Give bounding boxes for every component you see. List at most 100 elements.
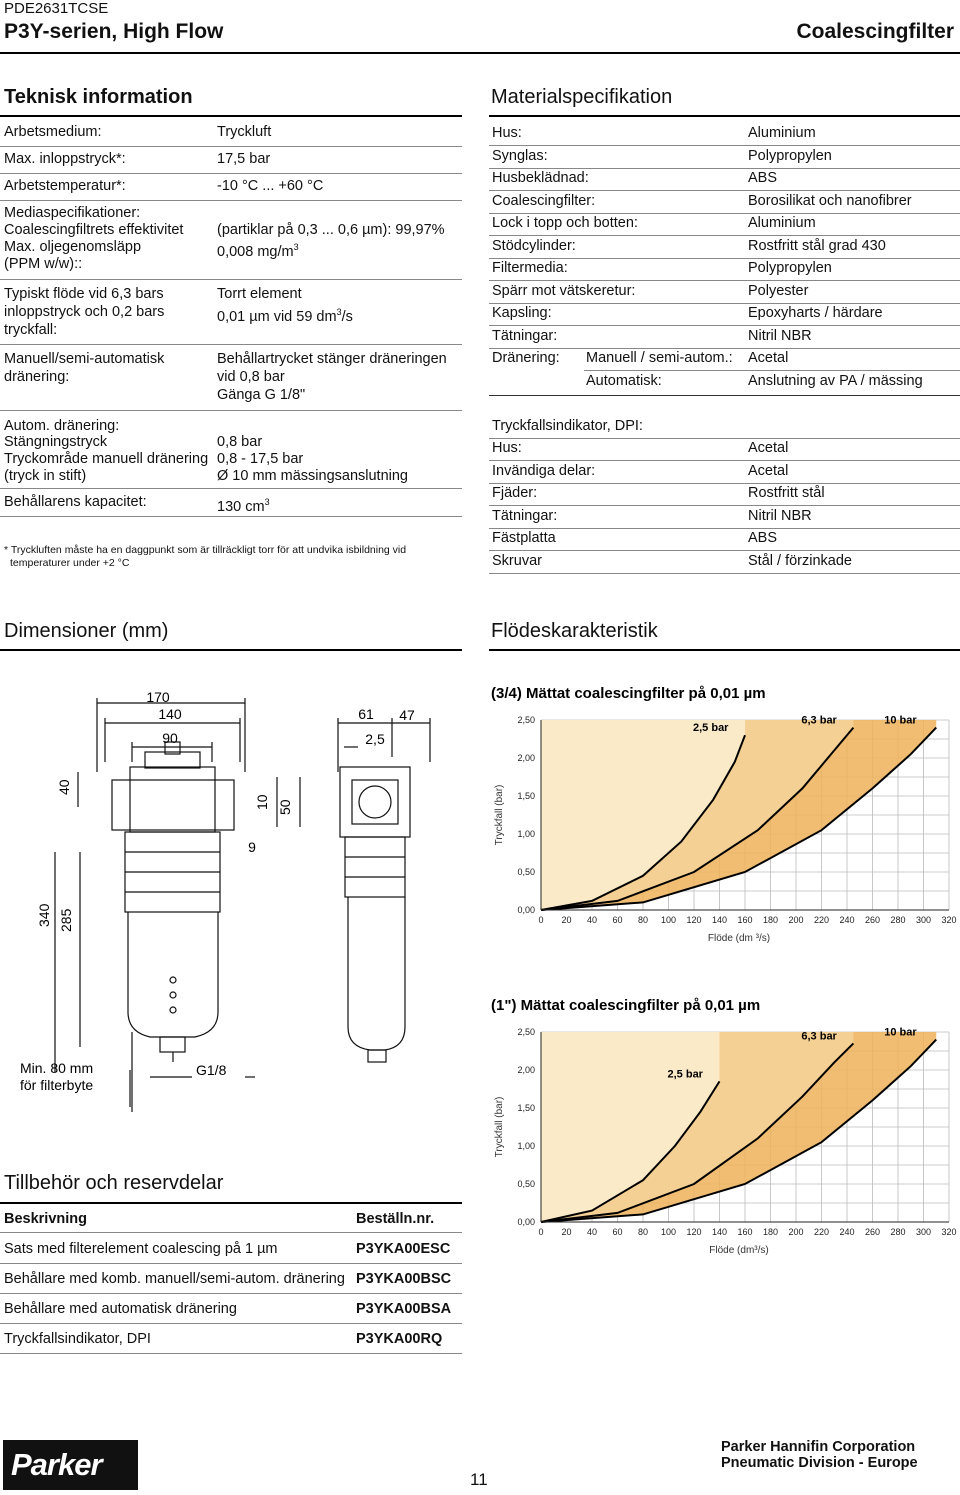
row-rule bbox=[0, 1232, 462, 1233]
x-tick-label: 200 bbox=[788, 1227, 803, 1237]
row-rule bbox=[489, 505, 960, 506]
row-rule bbox=[489, 438, 960, 439]
tech-value: 130 cm3 bbox=[217, 497, 270, 515]
accessories-title-rule bbox=[0, 1202, 462, 1204]
material-value: Nitril NBR bbox=[748, 327, 812, 344]
row-rule bbox=[0, 488, 462, 489]
series-title: P3Y-serien, High Flow bbox=[4, 20, 224, 43]
dim-2-5: 2,5 bbox=[365, 731, 385, 747]
x-axis-label: Flöde (dm ³/s) bbox=[708, 933, 770, 944]
x-tick-label: 40 bbox=[587, 915, 597, 925]
x-tick-label: 320 bbox=[941, 1227, 956, 1237]
x-tick-label: 40 bbox=[587, 1227, 597, 1237]
x-tick-label: 140 bbox=[712, 1227, 727, 1237]
y-tick-label: 2,00 bbox=[517, 1065, 535, 1075]
dim-10: 10 bbox=[254, 794, 270, 810]
material-label: Tätningar: bbox=[492, 327, 558, 344]
row-rule bbox=[0, 146, 462, 147]
flow-title-rule bbox=[489, 649, 960, 651]
row-rule bbox=[489, 167, 960, 169]
dpi-value: ABS bbox=[748, 530, 778, 546]
tech-label: Max. oljegenomsläpp bbox=[4, 239, 142, 255]
series-line bbox=[540, 726, 937, 911]
x-tick-label: 300 bbox=[916, 1227, 931, 1237]
dim-40: 40 bbox=[56, 779, 72, 795]
parker-logo-text: Parker bbox=[11, 1447, 103, 1482]
x-tick-label: 80 bbox=[638, 915, 648, 925]
row-rule bbox=[489, 280, 960, 281]
flow-chart-3-4: (3/4) Mättat coalescingfilter på 0,01 µm… bbox=[491, 685, 957, 944]
y-axis-label: Tryckfall (bar) bbox=[494, 785, 505, 846]
tech-value: Torrt element bbox=[217, 286, 302, 302]
dpi-label: Tätningar: bbox=[492, 507, 558, 524]
drain-label: Dränering: bbox=[492, 350, 560, 366]
page-number: 11 bbox=[470, 1470, 488, 1489]
y-tick-label: 1,50 bbox=[517, 791, 535, 801]
dpi-value: Rostfritt stål bbox=[748, 485, 825, 501]
row-rule bbox=[0, 279, 462, 280]
series-area bbox=[541, 1032, 720, 1222]
tech-value: (partiklar på 0,3 ... 0,6 µm): 99,97% bbox=[217, 222, 445, 238]
material-value: Epoxyharts / härdare bbox=[748, 305, 883, 321]
x-tick-label: 20 bbox=[561, 1227, 571, 1237]
x-tick-label: 0 bbox=[538, 1227, 543, 1237]
footnote: temperaturer under +2 °C bbox=[10, 557, 130, 569]
tech-label: tryckfall: bbox=[4, 322, 58, 338]
x-tick-label: 300 bbox=[916, 915, 931, 925]
tech-label: dränering: bbox=[4, 369, 70, 385]
tech-value: 0,01 µm vid 59 dm3/s bbox=[217, 307, 353, 325]
dim-50: 50 bbox=[277, 799, 293, 815]
row-rule bbox=[489, 347, 960, 349]
x-tick-label: 280 bbox=[890, 915, 905, 925]
tech-value: Gänga G 1/8" bbox=[217, 387, 306, 403]
drain-val-auto: Anslutning av PA / mässing bbox=[748, 373, 923, 389]
y-tick-label: 2,50 bbox=[517, 1027, 535, 1037]
dimension-drawing: 170 140 90 61 47 2,5 40 10 50 9 340 285 … bbox=[20, 689, 431, 1112]
y-tick-label: 1,00 bbox=[517, 829, 535, 839]
series-label: 2,5 bar bbox=[668, 1068, 704, 1080]
x-tick-label: 120 bbox=[686, 1227, 701, 1237]
port-g18: G1/8 bbox=[196, 1062, 227, 1078]
chart-title: (3/4) Mättat coalescingfilter på 0,01 µm bbox=[491, 685, 766, 702]
doc-code: PDE2631TCSE bbox=[4, 0, 109, 17]
x-tick-label: 200 bbox=[788, 915, 803, 925]
flow-chart-1-inch: (1") Mättat coalescingfilter på 0,01 µm 2… bbox=[491, 997, 957, 1256]
y-tick-label: 0,00 bbox=[517, 905, 535, 915]
company-name: Parker Hannifin Corporation bbox=[721, 1439, 916, 1455]
tech-title: Teknisk information bbox=[4, 86, 193, 108]
dpi-value: Nitril NBR bbox=[748, 507, 812, 524]
row-rule bbox=[489, 572, 960, 574]
material-title: Materialspecifikation bbox=[491, 86, 673, 108]
tech-value: 0,008 mg/m3 bbox=[217, 242, 299, 260]
tech-label: Tryckområde manuell dränering bbox=[4, 451, 209, 467]
row-rule bbox=[489, 325, 960, 326]
tech-label: Autom. dränering: bbox=[4, 418, 120, 434]
dpi-value: Acetal bbox=[748, 440, 789, 456]
x-axis-label: Flöde (dm³/s) bbox=[709, 1245, 768, 1256]
tech-value: Behållartrycket stänger dräneringen bbox=[217, 351, 447, 367]
x-tick-label: 140 bbox=[712, 915, 727, 925]
material-value: Rostfritt stål grad 430 bbox=[748, 237, 886, 254]
dpi-label: Fjäder: bbox=[492, 485, 538, 501]
material-value: Aluminium bbox=[748, 125, 816, 141]
accessory-order-number: P3YKA00BSC bbox=[356, 1271, 452, 1287]
row-rule bbox=[489, 527, 960, 529]
dpi-label: Invändiga delar: bbox=[492, 462, 596, 479]
y-tick-label: 1,00 bbox=[517, 1141, 535, 1151]
tech-value: 0,8 bar bbox=[217, 434, 263, 450]
row-rule bbox=[489, 257, 960, 259]
dpi-value: Stål / förzinkade bbox=[748, 552, 852, 569]
x-tick-label: 60 bbox=[612, 915, 622, 925]
dpi-title: Tryckfallsindikator, DPI: bbox=[492, 418, 643, 434]
y-tick-label: 0,00 bbox=[517, 1217, 535, 1227]
x-tick-label: 320 bbox=[941, 915, 956, 925]
category-title: Coalescingfilter bbox=[796, 20, 954, 43]
row-rule bbox=[0, 1293, 462, 1294]
tech-label: Typiskt flöde vid 6,3 bars bbox=[4, 286, 164, 302]
accessory-description: Tryckfallsindikator, DPI bbox=[4, 1331, 151, 1347]
row-rule bbox=[0, 1353, 462, 1354]
dim-285: 285 bbox=[58, 908, 74, 932]
material-label: Spärr mot vätskeretur: bbox=[492, 282, 636, 299]
y-axis-label: Tryckfall (bar) bbox=[494, 1097, 505, 1158]
accessory-description: Behållare med komb. manuell/semi-autom. … bbox=[4, 1271, 345, 1287]
